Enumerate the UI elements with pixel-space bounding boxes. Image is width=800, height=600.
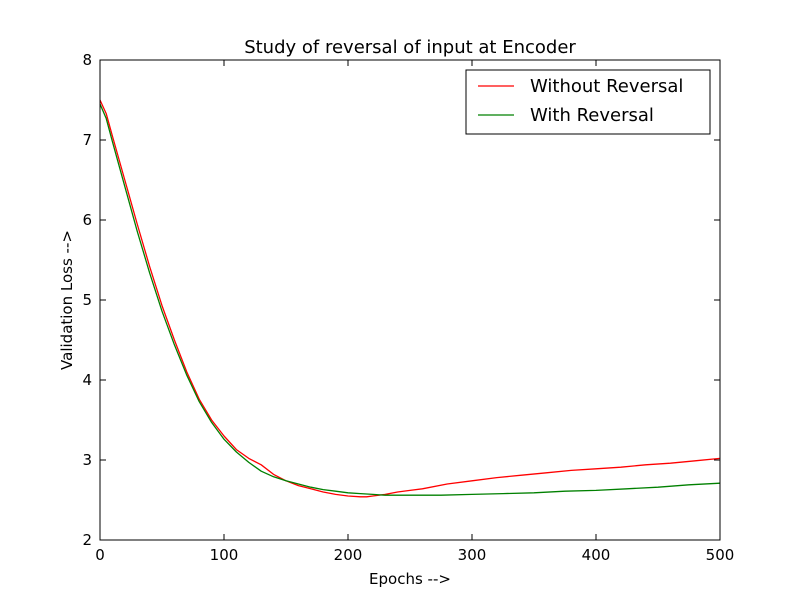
chart-title: Study of reversal of input at Encoder [244, 37, 576, 58]
series-line-2 [99, 103, 721, 496]
y-tick-label: 5 [82, 291, 92, 309]
y-tick-label: 6 [82, 211, 92, 229]
series-line-1 [99, 99, 721, 498]
x-axis-title: Epochs --> [369, 570, 451, 588]
legend: Without Reversal With Reversal [465, 69, 711, 135]
x-tick-label: 500 [706, 546, 735, 564]
y-tick-label: 3 [82, 451, 92, 469]
y-tick-label: 7 [82, 131, 92, 149]
plot-area: 0 100 200 300 400 500 2 3 4 5 6 7 8 [82, 51, 734, 564]
legend-label-2: With Reversal [530, 105, 654, 126]
x-tick-label: 300 [458, 546, 487, 564]
x-tick-label: 200 [334, 546, 363, 564]
y-axis-title: Validation Loss --> [58, 230, 76, 370]
x-tick-label: 400 [582, 546, 611, 564]
x-tick-label: 0 [95, 546, 105, 564]
legend-label-1: Without Reversal [530, 76, 683, 97]
legend-box [465, 69, 711, 135]
y-tick-label: 2 [82, 531, 92, 549]
y-tick-label: 4 [82, 371, 92, 389]
x-tick-label: 100 [210, 546, 239, 564]
y-tick-label: 8 [82, 51, 92, 69]
